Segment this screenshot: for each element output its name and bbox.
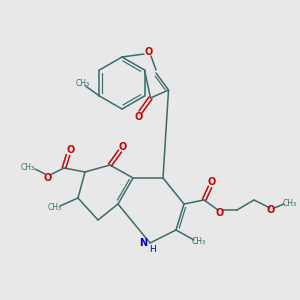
Text: O: O (208, 177, 216, 187)
Text: CH₃: CH₃ (21, 164, 35, 172)
Text: O: O (119, 142, 127, 152)
Text: O: O (44, 173, 52, 183)
Text: O: O (216, 208, 224, 218)
Text: N: N (139, 238, 147, 248)
Text: O: O (67, 145, 75, 155)
Text: O: O (134, 112, 142, 122)
Text: CH₃: CH₃ (75, 80, 89, 88)
Text: CH₃: CH₃ (192, 236, 206, 245)
Text: CH₃: CH₃ (283, 199, 297, 208)
Text: O: O (267, 205, 275, 215)
Text: O: O (145, 47, 153, 57)
Text: H: H (148, 245, 155, 254)
Text: CH₃: CH₃ (48, 203, 62, 212)
